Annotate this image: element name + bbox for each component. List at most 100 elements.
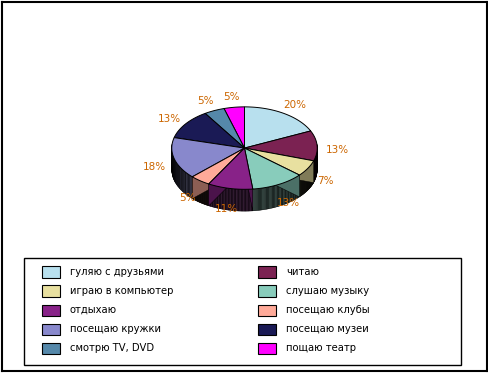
Text: 20%: 20%: [283, 100, 306, 110]
Polygon shape: [235, 189, 236, 211]
Polygon shape: [271, 186, 272, 208]
Polygon shape: [223, 188, 224, 210]
Polygon shape: [270, 186, 271, 209]
Text: посещаю клубы: посещаю клубы: [285, 305, 369, 315]
Polygon shape: [254, 189, 255, 211]
Bar: [258, 304, 275, 316]
Polygon shape: [273, 185, 274, 208]
Polygon shape: [286, 181, 287, 204]
Text: 5%: 5%: [179, 193, 195, 203]
Polygon shape: [293, 178, 294, 200]
Polygon shape: [178, 166, 179, 188]
Polygon shape: [233, 189, 234, 211]
Polygon shape: [284, 182, 285, 204]
Polygon shape: [252, 189, 253, 211]
Polygon shape: [215, 186, 216, 208]
Polygon shape: [292, 178, 293, 201]
Polygon shape: [283, 182, 284, 205]
Polygon shape: [205, 109, 244, 148]
Polygon shape: [256, 189, 257, 211]
Polygon shape: [237, 189, 238, 211]
Polygon shape: [250, 189, 251, 211]
Bar: [42, 324, 60, 335]
Polygon shape: [269, 186, 270, 209]
Polygon shape: [177, 164, 178, 187]
Polygon shape: [238, 189, 239, 211]
Polygon shape: [297, 176, 298, 198]
Text: пощаю театр: пощаю театр: [285, 343, 355, 353]
Text: читаю: читаю: [285, 267, 318, 276]
Text: 18%: 18%: [142, 162, 165, 172]
Polygon shape: [244, 189, 245, 211]
Polygon shape: [267, 187, 268, 209]
Polygon shape: [295, 177, 296, 199]
Polygon shape: [171, 138, 244, 177]
Polygon shape: [291, 179, 292, 201]
Polygon shape: [186, 173, 187, 195]
Polygon shape: [181, 169, 182, 191]
Polygon shape: [218, 186, 219, 209]
Polygon shape: [282, 183, 283, 205]
Polygon shape: [268, 187, 269, 209]
Polygon shape: [279, 184, 280, 206]
Polygon shape: [213, 185, 214, 207]
Polygon shape: [249, 189, 250, 211]
Polygon shape: [228, 188, 229, 210]
Polygon shape: [280, 184, 281, 206]
Text: смотрю TV, DVD: смотрю TV, DVD: [70, 343, 154, 353]
Polygon shape: [216, 186, 217, 208]
Text: 5%: 5%: [223, 91, 239, 101]
Polygon shape: [225, 188, 226, 210]
Text: 13%: 13%: [276, 198, 299, 209]
Polygon shape: [288, 181, 289, 203]
Polygon shape: [192, 148, 244, 199]
Polygon shape: [242, 189, 243, 211]
Polygon shape: [244, 148, 252, 211]
Polygon shape: [247, 189, 248, 211]
Polygon shape: [266, 187, 267, 209]
Polygon shape: [182, 169, 183, 192]
Polygon shape: [188, 175, 189, 197]
Polygon shape: [229, 188, 230, 210]
Polygon shape: [241, 189, 242, 211]
Polygon shape: [290, 179, 291, 201]
Text: 11%: 11%: [214, 204, 237, 214]
Polygon shape: [191, 176, 192, 199]
Text: гуляю с друзьями: гуляю с друзьями: [70, 267, 163, 276]
Polygon shape: [234, 189, 235, 211]
Polygon shape: [174, 113, 244, 148]
Polygon shape: [278, 184, 279, 206]
Bar: [42, 304, 60, 316]
Polygon shape: [244, 148, 299, 197]
Polygon shape: [244, 148, 299, 197]
Polygon shape: [236, 189, 237, 211]
Polygon shape: [190, 176, 191, 198]
Polygon shape: [265, 187, 266, 209]
Polygon shape: [281, 184, 282, 206]
Polygon shape: [244, 148, 313, 183]
Polygon shape: [257, 189, 258, 210]
Polygon shape: [230, 188, 231, 210]
Polygon shape: [184, 172, 185, 194]
Polygon shape: [296, 176, 297, 198]
Text: слушаю музыку: слушаю музыку: [285, 286, 368, 296]
Polygon shape: [239, 189, 240, 211]
Polygon shape: [217, 186, 218, 209]
Polygon shape: [244, 131, 317, 161]
Polygon shape: [187, 173, 188, 196]
Polygon shape: [294, 177, 295, 200]
Bar: [42, 266, 60, 278]
Polygon shape: [246, 189, 247, 211]
Polygon shape: [244, 148, 313, 175]
Bar: [258, 343, 275, 354]
Text: играю в компьютер: играю в компьютер: [70, 286, 173, 296]
Text: 13%: 13%: [325, 145, 348, 155]
Polygon shape: [248, 189, 249, 211]
Polygon shape: [208, 184, 209, 206]
Polygon shape: [224, 107, 244, 148]
Bar: [258, 324, 275, 335]
Polygon shape: [276, 185, 277, 207]
Polygon shape: [232, 189, 233, 211]
Polygon shape: [260, 188, 261, 210]
Polygon shape: [255, 189, 256, 211]
